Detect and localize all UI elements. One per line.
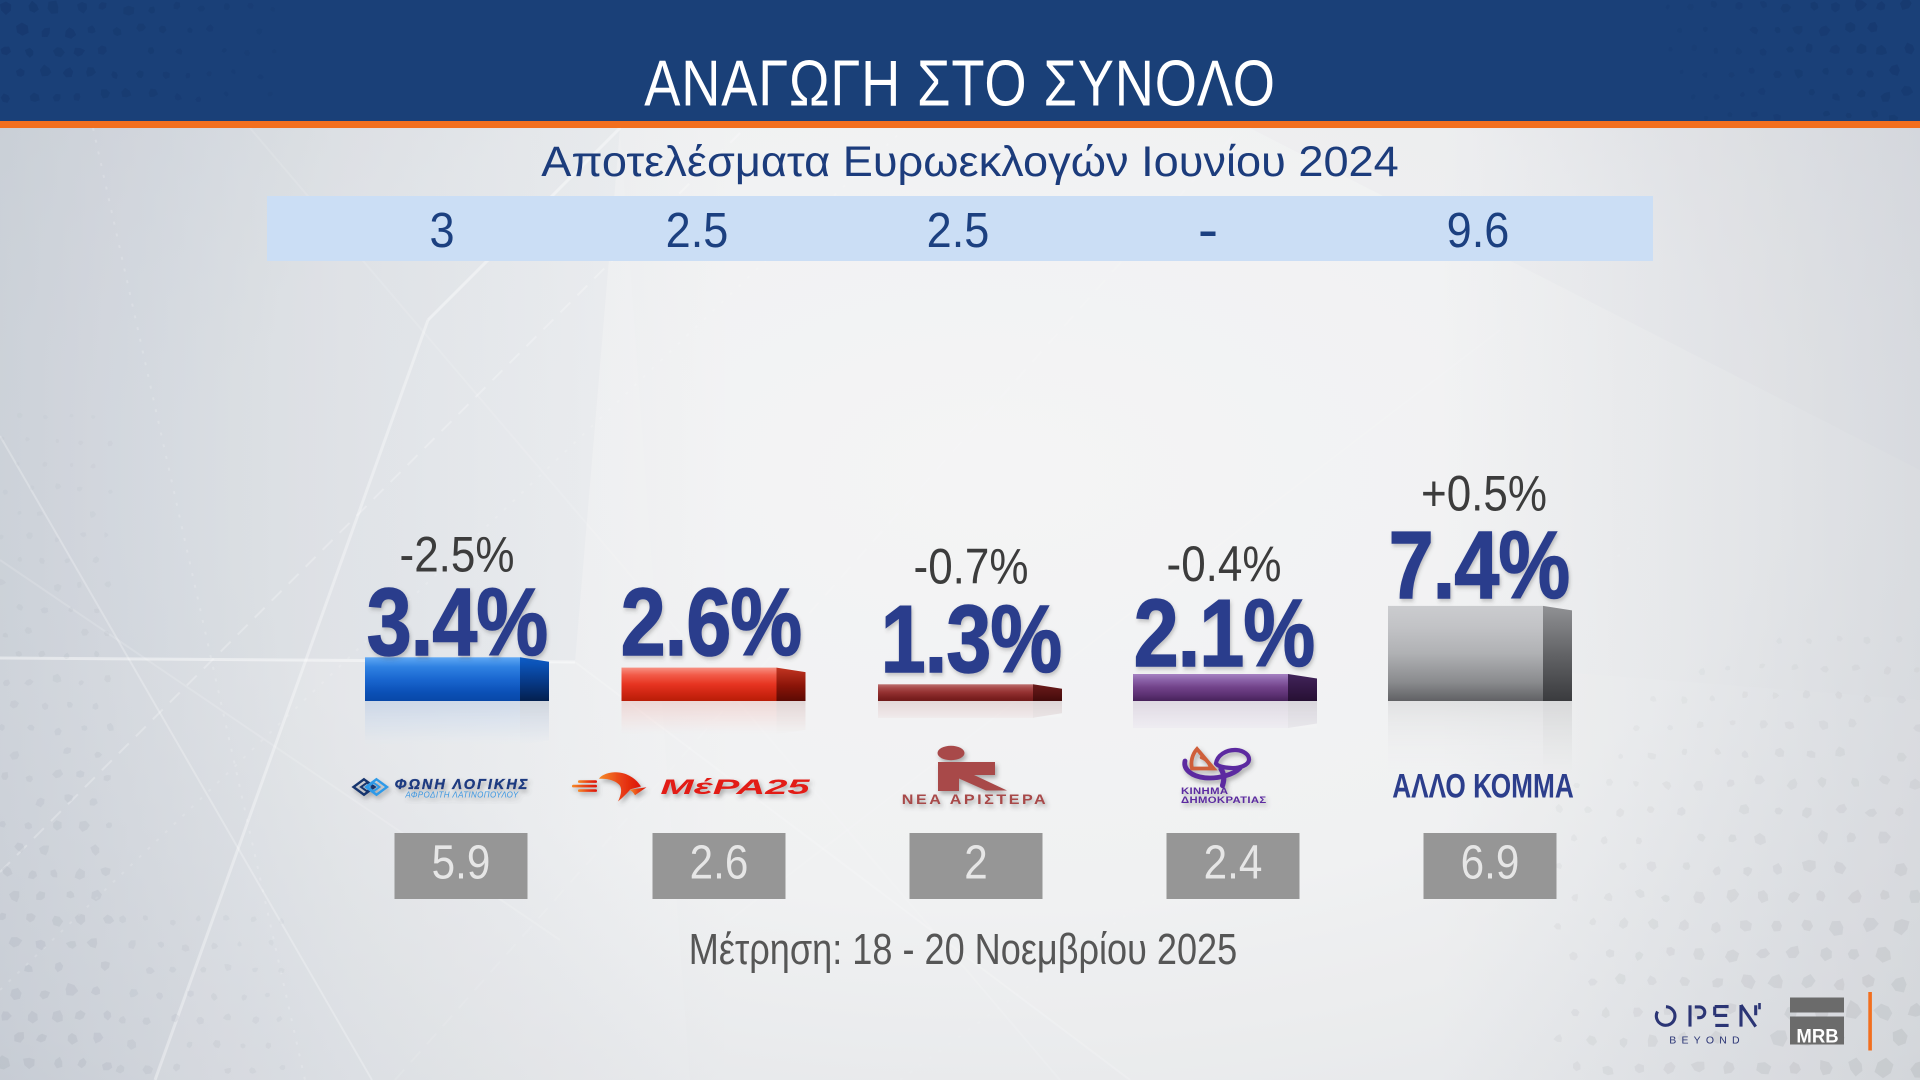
svg-text:6.9: 6.9 (1461, 835, 1520, 889)
svg-text:2.5: 2.5 (666, 202, 729, 257)
svg-text:ΦΩΝΗ ΛΟΓΙΚΗΣ: ΦΩΝΗ ΛΟΓΙΚΗΣ (395, 777, 530, 793)
svg-text:3: 3 (429, 202, 454, 257)
svg-text:Μέτρηση: 18 - 20 Νοεμβρίου 202: Μέτρηση: 18 - 20 Νοεμβρίου 2025 (689, 926, 1237, 974)
svg-text:1.3%: 1.3% (881, 585, 1061, 692)
svg-text:2.1%: 2.1% (1134, 579, 1314, 686)
svg-text:ΔΗΜΟΚΡΑΤΙΑΣ: ΔΗΜΟΚΡΑΤΙΑΣ (1181, 795, 1267, 805)
svg-text:ΚΙΝΗΜΑ: ΚΙΝΗΜΑ (1181, 786, 1228, 796)
svg-text:+0.5%: +0.5% (1421, 465, 1547, 521)
svg-text:2.6: 2.6 (690, 835, 749, 889)
svg-text:BEYOND: BEYOND (1669, 1035, 1745, 1047)
svg-text:ΑΦΡΟΔΙΤΗ ΛΑΤΙΝΟΠΟΥΛΟΥ: ΑΦΡΟΔΙΤΗ ΛΑΤΙΝΟΠΟΥΛΟΥ (404, 791, 518, 800)
svg-text:5.9: 5.9 (432, 835, 491, 889)
svg-text:-2.5%: -2.5% (400, 526, 515, 582)
svg-text:9.6: 9.6 (1447, 202, 1510, 257)
svg-text:MRB: MRB (1796, 1026, 1838, 1048)
svg-text:ΜέΡΑ25: ΜέΡΑ25 (660, 775, 811, 799)
svg-text:2: 2 (964, 835, 987, 889)
svg-text:3.4%: 3.4% (367, 568, 547, 675)
svg-text:-0.7%: -0.7% (914, 538, 1029, 594)
svg-text:Αποτελέσματα Ευρωεκλογών Ιουνί: Αποτελέσματα Ευρωεκλογών Ιουνίου 2024 (541, 138, 1399, 186)
svg-text:2.6%: 2.6% (621, 568, 801, 675)
svg-text:7.4%: 7.4% (1389, 511, 1569, 618)
svg-text:-0.4%: -0.4% (1167, 535, 1282, 591)
svg-text:ΝΕΑ ΑΡΙΣΤΕΡΑ: ΝΕΑ ΑΡΙΣΤΕΡΑ (902, 792, 1048, 808)
svg-text:ΑΛΛΟ ΚΟΜΜΑ: ΑΛΛΟ ΚΟΜΜΑ (1392, 767, 1574, 805)
svg-text:ΑΝΑΓΩΓΗ ΣΤΟ ΣΥΝΟΛΟ: ΑΝΑΓΩΓΗ ΣΤΟ ΣΥΝΟΛΟ (644, 47, 1276, 120)
svg-text:2.4: 2.4 (1204, 835, 1263, 889)
svg-text:2.5: 2.5 (927, 202, 990, 257)
